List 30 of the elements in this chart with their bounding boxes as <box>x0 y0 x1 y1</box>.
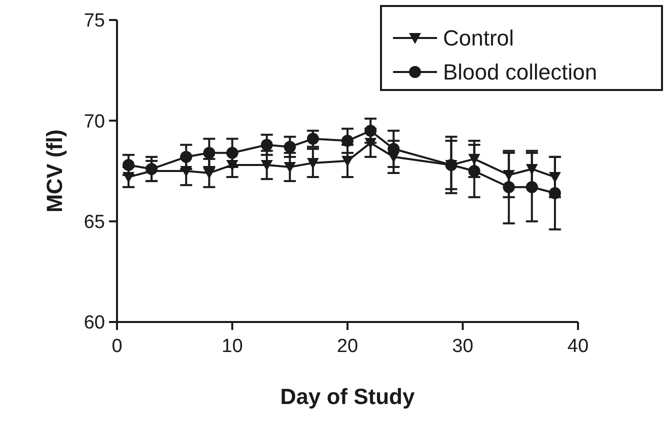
point <box>468 165 480 177</box>
point <box>342 134 354 147</box>
point <box>548 187 561 200</box>
point <box>306 158 319 169</box>
point <box>260 160 273 171</box>
point <box>122 158 135 171</box>
x-axis-title: Day of Study <box>280 384 416 409</box>
point <box>284 162 296 173</box>
y-tick-label: 70 <box>84 111 105 132</box>
x-tick-label: 30 <box>452 336 474 357</box>
y-tick-label: 75 <box>84 10 105 32</box>
y-tick-label: 60 <box>84 312 105 334</box>
point <box>526 181 538 194</box>
legend-label: Blood collection <box>443 60 598 85</box>
legend-label: Control <box>443 26 514 51</box>
x-tick-label: 10 <box>222 336 243 357</box>
y-tick-label: 65 <box>84 212 105 233</box>
point <box>502 181 515 194</box>
x-tick-label: 0 <box>112 336 122 357</box>
point <box>226 146 238 159</box>
x-tick-label: 40 <box>567 336 589 357</box>
point <box>364 124 377 137</box>
point <box>203 168 216 180</box>
point <box>203 146 216 159</box>
point <box>180 150 192 163</box>
point <box>284 140 296 153</box>
y-axis-title: MCV (fl) <box>42 129 67 213</box>
x-tick-label: 20 <box>336 336 358 357</box>
point <box>260 138 273 151</box>
point <box>146 162 158 175</box>
